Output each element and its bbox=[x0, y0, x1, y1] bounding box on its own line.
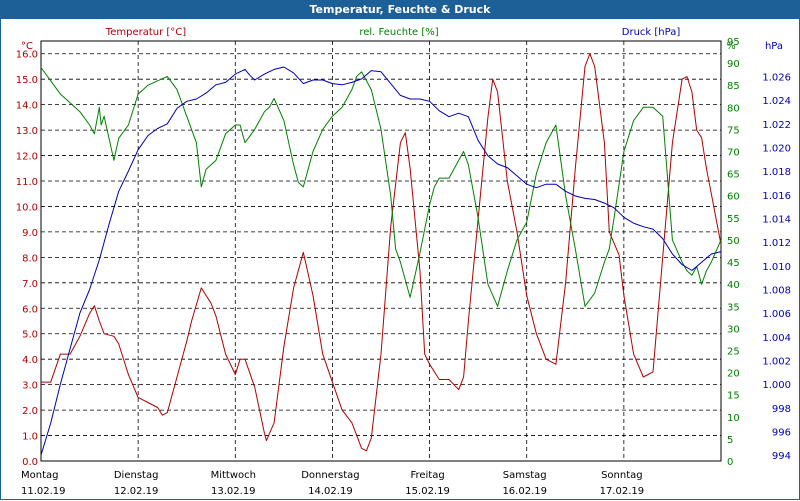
humidity-tick-label: 55 bbox=[727, 214, 740, 225]
humidity-tick-label: 30 bbox=[727, 324, 740, 335]
x-tick-day-label: Dienstag bbox=[114, 470, 159, 481]
humidity-tick-label: 65 bbox=[727, 170, 740, 181]
pressure-tick-label: 1.024 bbox=[762, 96, 791, 107]
humidity-tick-label: 15 bbox=[727, 391, 740, 402]
x-tick-day-label: Montag bbox=[21, 470, 58, 481]
x-tick-day-label: Freitag bbox=[410, 470, 444, 481]
temperature-unit-label: °C bbox=[21, 41, 33, 52]
temperature-tick-label: 1.0 bbox=[22, 432, 38, 443]
x-tick-date-label: 16.02.19 bbox=[502, 486, 547, 497]
plot-area bbox=[40, 40, 722, 462]
humidity-tick-label: 75 bbox=[727, 125, 740, 136]
pressure-unit-label: hPa bbox=[765, 41, 783, 52]
humidity-tick-label: 20 bbox=[727, 369, 740, 380]
humidity-tick-label: 80 bbox=[727, 103, 740, 114]
axis-labels: Temperatur [°C] rel. Feuchte [%] Druck [… bbox=[21, 27, 783, 52]
temperature-tick-label: 2.0 bbox=[22, 406, 38, 417]
humidity-tick-label: 70 bbox=[727, 148, 740, 159]
x-tick-day-label: Donnerstag bbox=[301, 470, 359, 481]
pressure-tick-label: 1.016 bbox=[762, 191, 791, 202]
humidity-tick-label: 90 bbox=[727, 59, 740, 70]
humidity-tick-label: 40 bbox=[727, 280, 740, 291]
series-line-humidity bbox=[40, 67, 722, 307]
x-tick-day-label: Sonntag bbox=[601, 470, 643, 481]
temperature-tick-label: 11.0 bbox=[16, 177, 38, 188]
legend-humidity: rel. Feuchte [%] bbox=[359, 27, 438, 38]
pressure-tick-label: 1.012 bbox=[762, 238, 791, 249]
pressure-tick-label: 1.018 bbox=[762, 167, 791, 178]
humidity-unit-label: % bbox=[726, 41, 736, 52]
series-line-temperature bbox=[41, 53, 722, 452]
x-tick-day-label: Mittwoch bbox=[211, 470, 256, 481]
humidity-tick-label: 35 bbox=[727, 302, 740, 313]
pressure-tick-label: 1.022 bbox=[762, 120, 791, 131]
pressure-tick-label: 996 bbox=[772, 427, 791, 438]
pressure-tick-label: 998 bbox=[772, 404, 791, 415]
window-title: Temperatur, Feuchte & Druck bbox=[1, 1, 799, 19]
x-tick-date-label: 13.02.19 bbox=[211, 486, 256, 497]
pressure-tick-label: 1.004 bbox=[762, 333, 791, 344]
temperature-tick-label: 14.0 bbox=[16, 101, 38, 112]
humidity-tick-label: 0 bbox=[727, 457, 733, 468]
pressure-tick-label: 994 bbox=[772, 451, 791, 462]
legend-pressure: Druck [hPa] bbox=[622, 27, 681, 38]
x-tick-date-label: 11.02.19 bbox=[21, 486, 66, 497]
temperature-tick-label: 9.0 bbox=[22, 228, 38, 239]
temperature-tick-label: 12.0 bbox=[16, 152, 38, 163]
temperature-tick-label: 0.0 bbox=[22, 457, 38, 468]
temperature-tick-label: 8.0 bbox=[22, 253, 38, 264]
pressure-tick-label: 1.000 bbox=[762, 380, 791, 391]
pressure-tick-label: 1.010 bbox=[762, 262, 791, 273]
pressure-tick-label: 1.014 bbox=[762, 214, 791, 225]
grid-lines bbox=[41, 41, 721, 461]
temperature-tick-label: 3.0 bbox=[22, 381, 38, 392]
x-tick-date-label: 17.02.19 bbox=[600, 486, 645, 497]
x-tick-day-label: Samstag bbox=[503, 470, 547, 481]
humidity-tick-label: 25 bbox=[727, 346, 740, 357]
pressure-tick-label: 1.002 bbox=[762, 356, 791, 367]
series-line-pressure bbox=[40, 66, 722, 456]
temperature-tick-label: 6.0 bbox=[22, 304, 38, 315]
temperature-tick-label: 13.0 bbox=[16, 126, 38, 137]
legend-temperature: Temperatur [°C] bbox=[105, 27, 186, 38]
humidity-tick-label: 95 bbox=[727, 37, 740, 48]
humidity-tick-label: 60 bbox=[727, 192, 740, 203]
humidity-tick-label: 10 bbox=[727, 413, 740, 424]
temperature-tick-label: 10.0 bbox=[16, 202, 38, 213]
temperature-tick-label: 15.0 bbox=[16, 75, 38, 86]
humidity-tick-label: 85 bbox=[727, 81, 740, 92]
humidity-tick-label: 45 bbox=[727, 258, 740, 269]
pressure-tick-label: 1.008 bbox=[762, 285, 791, 296]
x-tick-date-label: 12.02.19 bbox=[114, 486, 159, 497]
temperature-tick-label: 16.0 bbox=[16, 50, 38, 61]
temperature-tick-label: 5.0 bbox=[22, 330, 38, 341]
temperature-tick-label: 7.0 bbox=[22, 279, 38, 290]
x-tick-date-label: 14.02.19 bbox=[308, 486, 353, 497]
pressure-tick-label: 1.020 bbox=[762, 143, 791, 154]
humidity-tick-label: 5 bbox=[727, 435, 733, 446]
pressure-tick-label: 1.006 bbox=[762, 309, 791, 320]
humidity-tick-label: 50 bbox=[727, 236, 740, 247]
pressure-tick-label: 1.026 bbox=[762, 72, 791, 83]
temperature-tick-label: 4.0 bbox=[22, 355, 38, 366]
tick-labels: 0.0 1.0 2.0 3.0 4.0 5.0 6.0 7.0 8.0 9.0 10.0 11.0 12… bbox=[16, 37, 791, 497]
x-tick-date-label: 15.02.19 bbox=[405, 486, 450, 497]
series-lines bbox=[40, 53, 722, 456]
